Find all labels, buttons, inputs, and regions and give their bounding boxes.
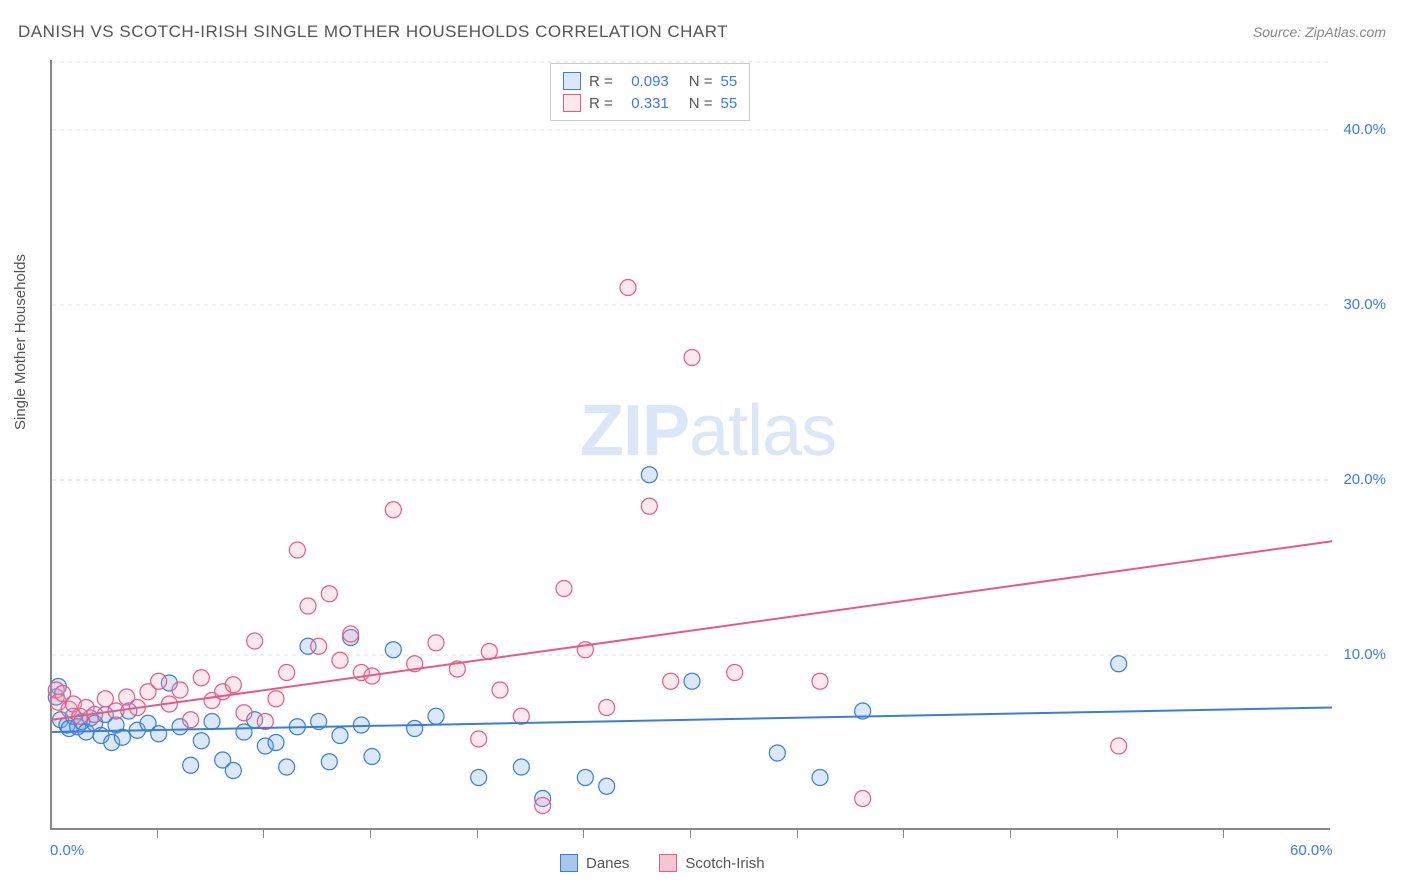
- n-value: 55: [721, 95, 738, 112]
- r-value: 0.331: [621, 95, 669, 112]
- y-tick-label: 20.0%: [1343, 471, 1386, 488]
- x-tick: [583, 830, 584, 838]
- x-tick-label: 0.0%: [50, 842, 84, 859]
- legend-swatch: [659, 854, 677, 872]
- x-tick: [370, 830, 371, 838]
- y-tick-label: 10.0%: [1343, 646, 1386, 663]
- legend-swatch: [563, 94, 581, 112]
- r-value: 0.093: [621, 73, 669, 90]
- x-tick: [1223, 830, 1224, 838]
- x-tick: [1117, 830, 1118, 838]
- x-tick-label: 60.0%: [1290, 842, 1333, 859]
- x-tick: [903, 830, 904, 838]
- plot-svg: [52, 60, 1330, 828]
- x-tick: [263, 830, 264, 838]
- y-tick-label: 40.0%: [1343, 121, 1386, 138]
- y-tick-label: 30.0%: [1343, 296, 1386, 313]
- series-legend-item: Scotch-Irish: [659, 854, 764, 872]
- correlation-legend-row: R = 0.093 N = 55: [563, 70, 737, 92]
- correlation-legend: R = 0.093 N = 55 R = 0.331 N = 55: [550, 63, 750, 121]
- legend-swatch: [563, 72, 581, 90]
- y-axis-label: Single Mother Households: [12, 254, 29, 430]
- correlation-legend-row: R = 0.331 N = 55: [563, 92, 737, 114]
- plot-area: [50, 60, 1330, 830]
- source-attribution: Source: ZipAtlas.com: [1253, 24, 1386, 40]
- n-label: N =: [689, 95, 713, 112]
- x-tick: [157, 830, 158, 838]
- x-tick: [1010, 830, 1011, 838]
- r-label: R =: [589, 95, 613, 112]
- x-tick: [690, 830, 691, 838]
- series-legend-label: Danes: [586, 855, 629, 872]
- n-label: N =: [689, 73, 713, 90]
- series-legend-label: Scotch-Irish: [685, 855, 764, 872]
- n-value: 55: [721, 73, 738, 90]
- r-label: R =: [589, 73, 613, 90]
- x-tick: [477, 830, 478, 838]
- series-legend-item: Danes: [560, 854, 629, 872]
- legend-swatch: [560, 854, 578, 872]
- series-legend: Danes Scotch-Irish: [560, 854, 765, 872]
- x-tick: [797, 830, 798, 838]
- chart-title: DANISH VS SCOTCH-IRISH SINGLE MOTHER HOU…: [18, 22, 728, 42]
